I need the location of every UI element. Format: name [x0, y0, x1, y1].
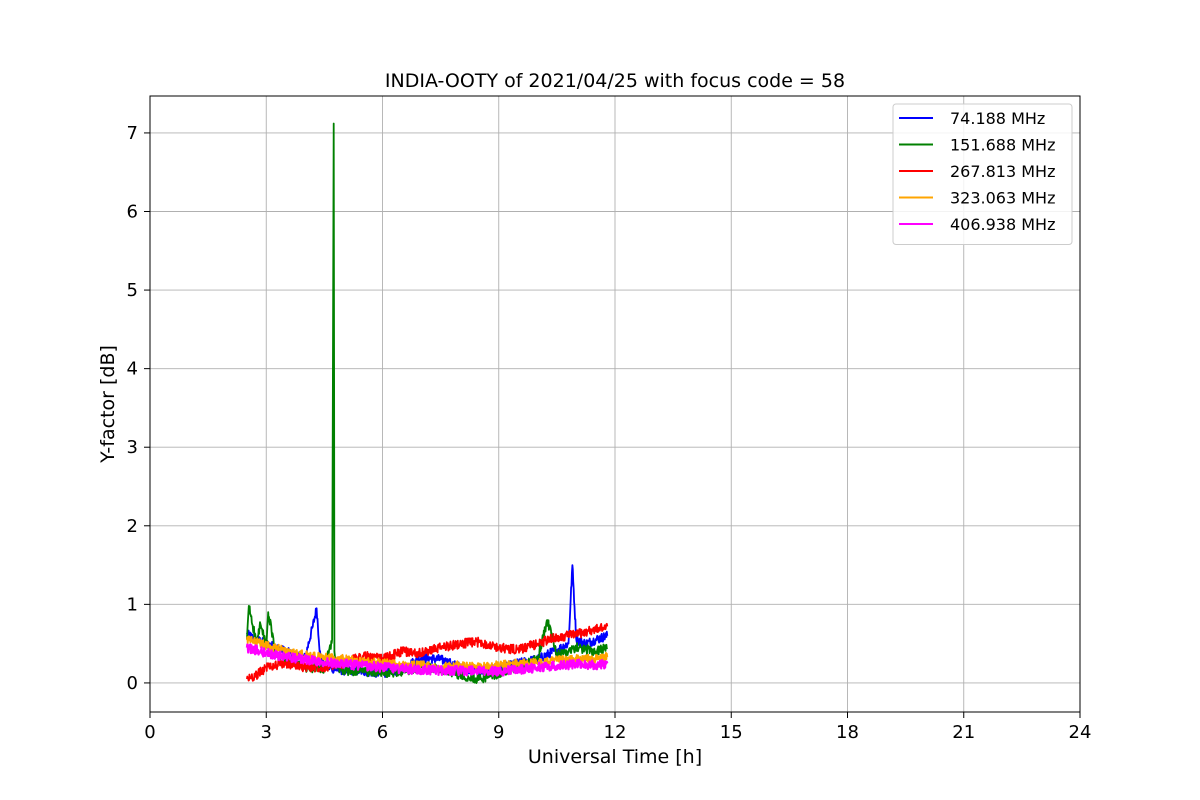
legend-label: 267.813 MHz — [950, 162, 1055, 181]
legend-box — [892, 103, 1073, 245]
y-tick-label: 7 — [127, 123, 138, 144]
x-tick-label: 15 — [720, 722, 743, 743]
y-tick-label: 6 — [127, 202, 138, 223]
y-tick-label: 5 — [127, 280, 138, 301]
legend: 74.188 MHz 151.688 MHz 267.813 MHz 323.063 … — [892, 103, 1073, 245]
x-tick-label: 12 — [604, 722, 627, 743]
y-axis-label: Y-factor [dB] — [97, 345, 119, 464]
x-tick-label: 9 — [493, 722, 504, 743]
legend-label: 74.188 MHz — [950, 109, 1045, 128]
x-tick-label: 18 — [836, 722, 859, 743]
x-tick-label: 3 — [261, 722, 272, 743]
series-line-4 — [245, 643, 609, 677]
legend-label: 151.688 MHz — [950, 136, 1055, 155]
x-tick-label: 24 — [1069, 722, 1092, 743]
y-tick-label: 0 — [127, 673, 138, 694]
y-tick-label: 3 — [127, 437, 138, 458]
series-line-2 — [246, 622, 609, 682]
y-tick-label: 1 — [127, 594, 138, 615]
series-layer — [245, 122, 609, 684]
x-axis-label: Universal Time [h] — [528, 746, 702, 768]
series-line-3 — [246, 635, 609, 673]
x-tick-label: 6 — [377, 722, 388, 743]
x-tick-label: 21 — [952, 722, 975, 743]
legend-label: 406.938 MHz — [950, 215, 1055, 234]
y-tick-label: 4 — [127, 359, 138, 380]
y-tick-label: 2 — [127, 516, 138, 537]
x-tick-label: 0 — [144, 722, 155, 743]
legend-label: 323.063 MHz — [950, 189, 1055, 208]
chart-title: INDIA-OOTY of 2021/04/25 with focus code… — [385, 70, 845, 92]
